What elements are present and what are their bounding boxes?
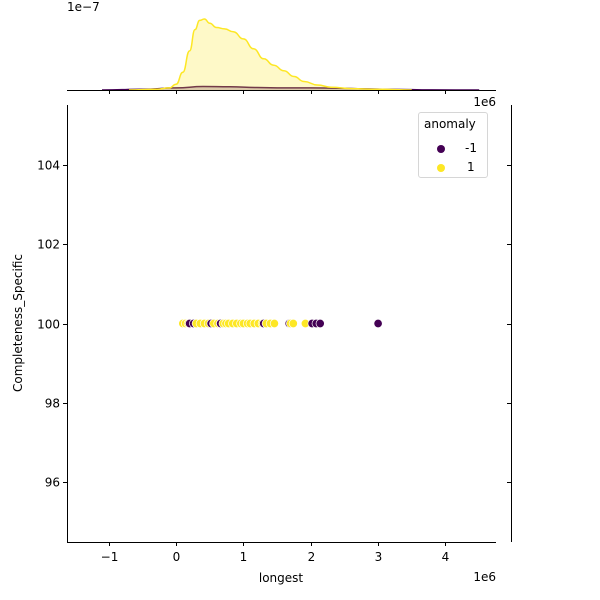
x-tick-label: 3 [375,550,383,564]
top-marginal-scale-label: 1e−7 [67,0,100,14]
scatter-points [178,318,383,329]
legend-marker-icon [437,164,445,172]
x-tick-label: 0 [173,550,181,564]
x-tick-label: 1 [240,550,248,564]
y-tick-label: 104 [37,159,60,173]
legend-label: 1 [467,160,475,174]
legend-marker-icon [437,145,445,153]
x-axis-ticks: −1 0 1 2 3 4 [101,542,450,564]
main-axes: 1e6 −1 0 1 2 3 4 96 98 100 102 104 longest 1e6 Co… [11,95,496,585]
x-axis-label: longest [259,571,304,585]
right-marginal-ticks [507,165,511,483]
y-tick-label: 100 [37,318,60,332]
right-marginal-axes [507,105,512,542]
legend-label: -1 [465,141,477,155]
y-tick-label: 98 [45,397,60,411]
scatter-point-anomaly-1 [269,318,279,329]
legend-title: anomaly [424,117,476,131]
legend-item-anomaly-neg1: -1 [419,141,487,157]
x-tick-label: 2 [308,550,316,564]
x-tick-label: −1 [101,550,119,564]
y-axis-ticks: 96 98 100 102 104 [37,159,67,490]
y-tick-label: 102 [37,238,60,252]
scatter-point-anomaly-1 [288,318,298,329]
scatter-point-anomaly--1 [315,318,325,329]
legend-item-anomaly-1: 1 [419,160,487,176]
y-tick-label: 96 [45,476,60,490]
top-marginal-axes: 1e−7 [67,0,496,94]
top-marginal-ticks [109,90,446,94]
kde-fill-1 [129,19,412,90]
x-tick-label: 4 [442,550,450,564]
kde-line-1 [128,18,412,91]
y-axis-label: Completeness_Specific [11,254,25,392]
legend: anomaly -1 1 [418,112,488,178]
x-scale-label-bottom: 1e6 [473,570,496,584]
x-scale-label-top: 1e6 [473,95,496,109]
kde-curves [101,18,480,91]
scatter-point-anomaly--1 [373,318,383,329]
